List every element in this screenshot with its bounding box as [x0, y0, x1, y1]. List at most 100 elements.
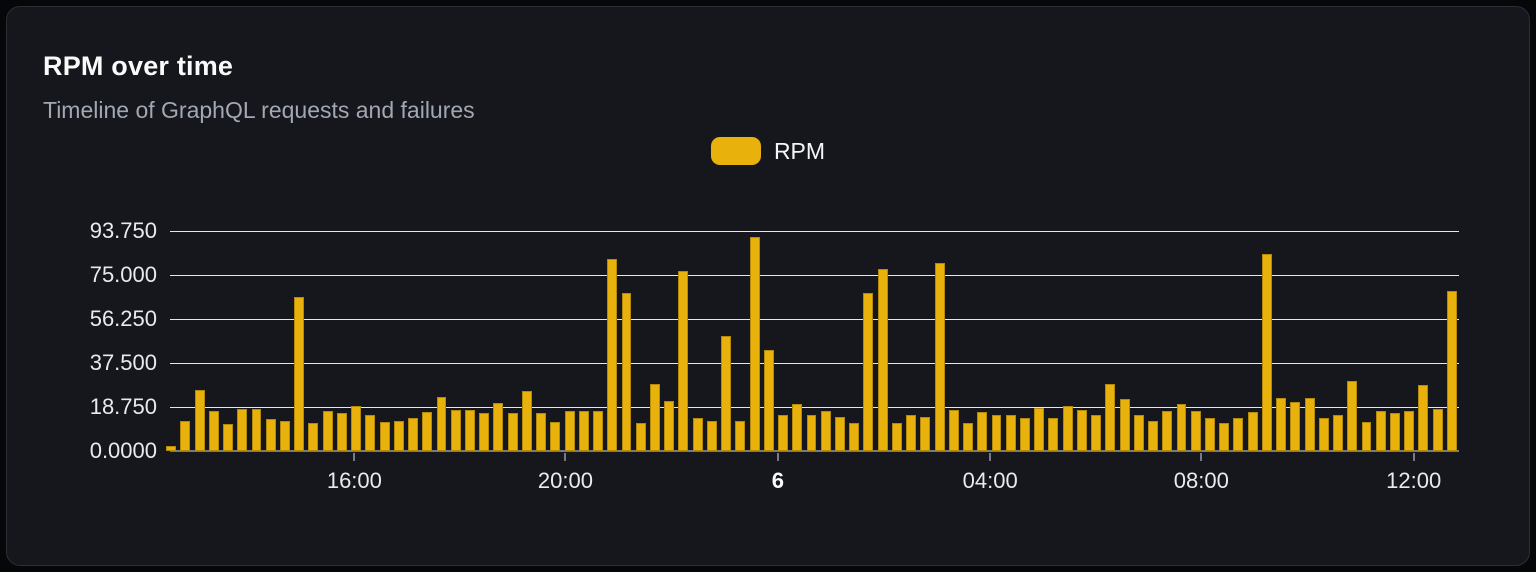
rpm-bar[interactable]: [749, 237, 760, 451]
rpm-bar[interactable]: [948, 409, 959, 451]
rpm-bar[interactable]: [1446, 291, 1457, 451]
rpm-bar[interactable]: [436, 397, 447, 451]
rpm-bar[interactable]: [223, 424, 233, 451]
rpm-bar[interactable]: [393, 420, 404, 451]
rpm-bar[interactable]: [479, 413, 490, 451]
rpm-bar[interactable]: [778, 414, 788, 451]
rpm-bar[interactable]: [208, 411, 219, 451]
rpm-bar[interactable]: [379, 421, 390, 451]
rpm-bar[interactable]: [279, 420, 290, 451]
rpm-bar[interactable]: [180, 420, 191, 451]
gridline: [170, 363, 1459, 364]
rpm-bar[interactable]: [721, 336, 732, 451]
rpm-bar[interactable]: [336, 413, 347, 451]
rpm-bar[interactable]: [891, 422, 902, 451]
rpm-bar[interactable]: [1133, 414, 1144, 451]
rpm-bar[interactable]: [863, 292, 874, 451]
rpm-bar[interactable]: [621, 292, 632, 451]
y-axis-tick-label: 37.500: [89, 350, 157, 375]
rpm-bar[interactable]: [1119, 399, 1130, 451]
rpm-bar[interactable]: [408, 418, 418, 451]
rpm-bar[interactable]: [521, 391, 532, 451]
rpm-bar[interactable]: [1076, 409, 1087, 451]
rpm-bar[interactable]: [1276, 398, 1287, 451]
rpm-bar[interactable]: [1304, 398, 1315, 451]
x-axis-tick-label: 04:00: [962, 468, 1018, 493]
rpm-bar[interactable]: [1162, 411, 1173, 451]
rpm-bar[interactable]: [963, 422, 973, 451]
rpm-bar[interactable]: [607, 258, 618, 451]
rpm-bar[interactable]: [1204, 418, 1215, 451]
rpm-bar[interactable]: [792, 404, 803, 451]
rpm-bar[interactable]: [678, 271, 689, 451]
rpm-bar[interactable]: [1361, 421, 1372, 451]
rpm-bar[interactable]: [1233, 418, 1244, 451]
rpm-bar[interactable]: [849, 422, 860, 451]
rpm-bar[interactable]: [906, 414, 917, 451]
rpm-bar[interactable]: [664, 400, 675, 451]
rpm-bar[interactable]: [464, 409, 475, 451]
rpm-bar[interactable]: [920, 416, 931, 451]
rpm-bar[interactable]: [1290, 401, 1301, 451]
rpm-bar[interactable]: [1418, 385, 1429, 451]
rpm-bar[interactable]: [1347, 380, 1358, 451]
rpm-bar[interactable]: [507, 413, 518, 451]
rpm-bar[interactable]: [1219, 422, 1230, 451]
rpm-bar[interactable]: [649, 384, 660, 451]
rpm-bar[interactable]: [593, 411, 603, 451]
rpm-bar[interactable]: [194, 390, 205, 451]
rpm-bar[interactable]: [1432, 408, 1443, 451]
rpm-bar[interactable]: [820, 411, 831, 451]
rpm-bar[interactable]: [294, 297, 305, 451]
rpm-bar[interactable]: [251, 408, 262, 451]
rpm-bar[interactable]: [1019, 418, 1030, 451]
rpm-bar[interactable]: [1005, 414, 1016, 451]
rpm-bar[interactable]: [1261, 253, 1272, 451]
rpm-bar[interactable]: [934, 263, 945, 451]
rpm-bar[interactable]: [1091, 414, 1102, 451]
rpm-bar[interactable]: [322, 411, 333, 451]
rpm-bar[interactable]: [735, 420, 746, 451]
rpm-bar[interactable]: [1148, 420, 1158, 451]
rpm-bar[interactable]: [1318, 418, 1329, 451]
rpm-bar[interactable]: [977, 412, 988, 451]
rpm-bar[interactable]: [1333, 414, 1343, 451]
rpm-bar[interactable]: [265, 419, 276, 451]
rpm-bar[interactable]: [308, 422, 319, 451]
rpm-bar[interactable]: [536, 413, 547, 451]
rpm-bar[interactable]: [806, 414, 817, 451]
rpm-bar[interactable]: [1062, 406, 1073, 451]
rpm-bar[interactable]: [834, 416, 845, 451]
rpm-bar[interactable]: [1034, 407, 1045, 451]
rpm-bar[interactable]: [422, 412, 433, 451]
plot-area: [164, 231, 1459, 452]
x-axis-tick-mark: [1412, 453, 1415, 461]
rpm-bar[interactable]: [991, 414, 1002, 451]
rpm-legend-swatch: [710, 137, 761, 165]
rpm-bar[interactable]: [493, 402, 504, 451]
rpm-bar[interactable]: [1190, 411, 1201, 451]
rpm-bar[interactable]: [1176, 404, 1187, 451]
rpm-bar[interactable]: [166, 446, 177, 451]
rpm-bar[interactable]: [1389, 413, 1400, 451]
rpm-bar[interactable]: [635, 422, 646, 451]
rpm-bar[interactable]: [1048, 418, 1059, 451]
rpm-bar[interactable]: [578, 411, 589, 451]
rpm-bar[interactable]: [763, 350, 774, 451]
legend-item-rpm[interactable]: RPM: [710, 137, 825, 165]
y-axis-tick-label: 0.0000: [89, 438, 157, 463]
rpm-bar[interactable]: [1404, 411, 1415, 451]
rpm-bar[interactable]: [450, 409, 461, 451]
rpm-bar[interactable]: [692, 418, 703, 451]
chart-legend: RPM: [7, 137, 1529, 165]
rpm-bar[interactable]: [351, 406, 362, 451]
rpm-bar[interactable]: [564, 411, 575, 451]
rpm-bar[interactable]: [550, 421, 561, 451]
rpm-bar[interactable]: [1247, 412, 1258, 451]
rpm-bar[interactable]: [706, 420, 717, 451]
rpm-bar[interactable]: [237, 408, 248, 451]
rpm-bar[interactable]: [1375, 411, 1386, 451]
rpm-bar[interactable]: [1105, 384, 1116, 451]
rpm-bar[interactable]: [365, 414, 376, 451]
rpm-bar[interactable]: [877, 269, 888, 451]
